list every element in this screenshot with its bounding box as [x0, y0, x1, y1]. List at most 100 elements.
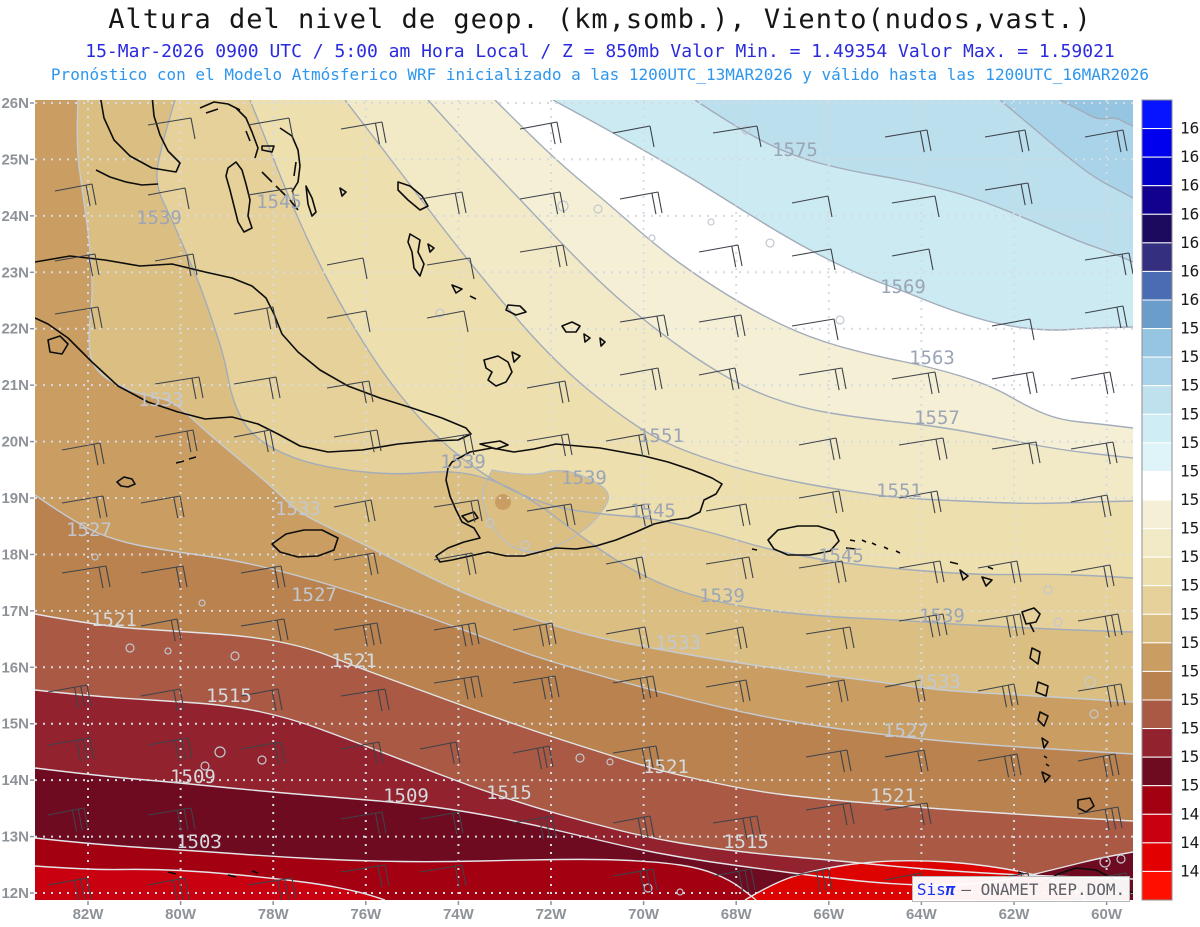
lat-label: 14N — [1, 772, 29, 789]
wind-barb — [326, 380, 374, 404]
coastline — [479, 440, 509, 450]
contour-label: 1533 — [275, 498, 321, 520]
wind-barb — [433, 552, 477, 576]
lat-label: 17N — [1, 603, 29, 620]
wind-barb — [712, 868, 756, 893]
wind-barb — [977, 683, 1019, 708]
speckle-contour — [835, 315, 845, 325]
wind-barb — [426, 433, 475, 457]
wind-barb — [798, 437, 841, 461]
wind-barb — [512, 675, 560, 700]
contour-1563 — [494, 100, 1133, 429]
coastline — [751, 539, 857, 551]
colorbar-segment — [1141, 756, 1173, 787]
coastline — [175, 456, 197, 464]
contour-label: 1539 — [440, 451, 486, 473]
coastline — [1029, 647, 1041, 665]
wind-barb — [333, 499, 376, 523]
speckle-contour — [1116, 854, 1126, 864]
wind-barb — [791, 868, 833, 893]
wind-barb — [805, 626, 855, 650]
colorbar-segment — [1141, 785, 1173, 815]
coastline — [397, 181, 429, 211]
wind-barb — [619, 367, 663, 391]
wind-barb — [712, 815, 762, 840]
contour-label: 1563 — [909, 347, 955, 369]
wind-barb — [526, 503, 576, 527]
wind-barb — [898, 490, 942, 514]
wind-barb — [154, 429, 198, 453]
coastline — [483, 355, 513, 387]
lat-label: 20N — [1, 434, 29, 451]
wind-barb — [898, 613, 948, 638]
colorbar-segment — [1141, 128, 1173, 158]
speckle-contour — [593, 204, 603, 214]
wind-barb — [340, 688, 390, 712]
speckle-contour — [557, 200, 569, 212]
coastline — [461, 511, 479, 523]
lat-label: 18N — [1, 546, 29, 563]
coastline — [451, 284, 463, 294]
wind-barb — [612, 868, 658, 893]
wind-barb — [140, 618, 182, 642]
colorbar-segment — [1141, 213, 1173, 244]
wind-barb — [1070, 441, 1118, 465]
speckle-contour — [648, 234, 656, 242]
contour-1581 — [999, 100, 1133, 199]
coastline — [279, 127, 301, 193]
band-below-1497 — [35, 866, 385, 900]
lon-label: 60W — [1091, 906, 1123, 923]
wind-barb — [147, 807, 196, 832]
colorbar-label: 1575 — [1180, 433, 1200, 452]
wind-barb — [512, 815, 557, 840]
speckle-contour — [198, 599, 206, 607]
wind-barb — [1077, 806, 1123, 831]
wind-barb — [333, 552, 379, 576]
wind-barb — [326, 257, 368, 280]
contour-label: 1527 — [66, 519, 112, 541]
wind-barb — [240, 618, 289, 642]
colorbar-label: 1635 — [1180, 147, 1200, 166]
colorbar-label: 1533 — [1180, 633, 1200, 652]
colorbar-label: 1641 — [1180, 119, 1200, 138]
lon-label: 62W — [999, 906, 1031, 923]
coastline — [599, 337, 606, 347]
colorbar-segment — [1141, 613, 1173, 644]
wind-barb — [1077, 683, 1126, 708]
speckle-contour — [230, 651, 240, 661]
contour-label: 1533 — [915, 671, 961, 693]
coastline — [167, 870, 259, 878]
wind-barb — [419, 191, 467, 215]
coastline — [511, 351, 521, 363]
wind-barb — [247, 117, 294, 140]
wind-barb — [1070, 494, 1112, 518]
wind-barb — [147, 117, 196, 140]
subtitle-valid-time: 15-Mar-2026 0900 UTC / 5:00 am Hora Loca… — [85, 41, 1115, 62]
colorbar-segment — [1141, 242, 1173, 272]
contour-label: 1569 — [880, 276, 926, 298]
lon-label: 64W — [906, 906, 938, 923]
wind-barb — [619, 314, 669, 338]
colorbar-segment — [1141, 185, 1173, 215]
wind-barb — [612, 745, 661, 770]
wind-barb — [426, 257, 475, 280]
lat-label: 15N — [1, 716, 29, 733]
coastline — [35, 255, 472, 453]
wind-barb — [884, 679, 926, 703]
contour-label: 1551 — [876, 480, 922, 502]
chart-header: Altura del nivel de geop. (km,somb.), Vi… — [0, 0, 1200, 84]
lon-label: 72W — [536, 906, 568, 923]
contour-lines — [35, 100, 1133, 900]
colorbar-frame — [1141, 99, 1173, 901]
terrain-spot — [495, 494, 511, 510]
colorbar-segment — [1141, 699, 1173, 730]
contour-labels: 1575 1569 1563 1557 1551 1551 1545 1545 1545 1539… — [66, 139, 965, 853]
lon-label: 80W — [165, 906, 197, 923]
wind-barb — [619, 191, 663, 215]
coastline — [305, 185, 317, 217]
wind-barb — [1070, 564, 1115, 588]
colorbar-label: 1551 — [1180, 547, 1200, 566]
contour-label: 1521 — [91, 609, 137, 631]
contour-label: 1545 — [256, 191, 302, 213]
